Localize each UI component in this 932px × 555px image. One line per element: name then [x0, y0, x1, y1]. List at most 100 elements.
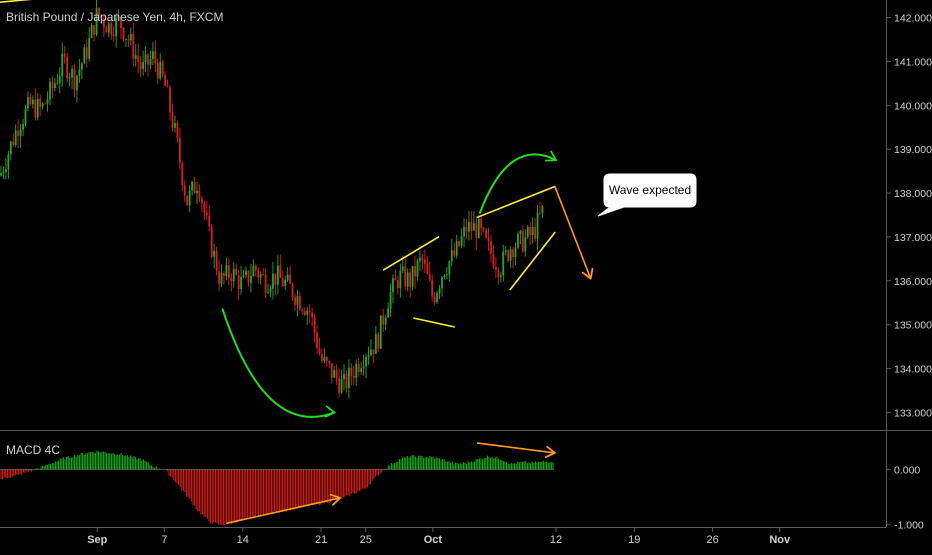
candle	[213, 243, 216, 269]
candle	[39, 94, 42, 117]
candle	[379, 315, 382, 350]
candle	[438, 284, 441, 300]
candle	[465, 218, 468, 239]
candle	[269, 284, 272, 297]
projection-line	[554, 185, 592, 280]
candle	[210, 223, 213, 259]
candle	[44, 102, 46, 105]
candle	[448, 260, 451, 282]
candle	[419, 250, 421, 271]
candle	[463, 218, 465, 248]
candle	[436, 291, 438, 304]
price-tick-label: 135.000	[894, 320, 932, 332]
candle	[105, 25, 108, 33]
candle	[63, 45, 66, 64]
channel-line	[413, 317, 455, 328]
candle	[477, 215, 480, 239]
macd-divergence-line	[226, 497, 341, 524]
candle	[539, 201, 541, 216]
candle	[7, 150, 10, 179]
candle	[110, 17, 113, 40]
candle	[259, 271, 262, 285]
candle	[289, 265, 291, 285]
candle	[88, 27, 91, 62]
candle	[49, 77, 51, 106]
candle	[232, 262, 235, 288]
candle	[247, 270, 250, 287]
candle	[250, 264, 252, 293]
candle	[181, 160, 184, 192]
time-tick-label: 26	[706, 534, 718, 546]
arrow-head	[544, 445, 556, 458]
candle	[267, 284, 269, 294]
candle	[66, 52, 69, 83]
candle	[311, 307, 314, 327]
candle	[129, 27, 132, 46]
candle	[338, 368, 340, 398]
candle	[460, 228, 463, 249]
candle	[19, 124, 22, 148]
candle	[340, 369, 343, 394]
candle	[29, 93, 32, 107]
price-axis[interactable]: 133.000 134.000 135.000 136.000 137.000 138.0…	[886, 13, 932, 420]
candle	[46, 91, 49, 112]
candle	[519, 229, 522, 245]
chart-title: British Pound / Japanese Yen, 4h, FXCM	[6, 10, 223, 24]
candle	[61, 42, 64, 87]
arrow-head	[329, 493, 341, 506]
candle	[286, 267, 289, 283]
candle	[14, 124, 17, 148]
candle	[208, 205, 211, 232]
time-tick-label: 14	[237, 534, 249, 546]
candle	[504, 245, 507, 256]
time-axis[interactable]: Sep 7 14 21 25 Oct 12 19 26 Nov	[87, 527, 791, 546]
candle	[12, 133, 15, 148]
candle	[414, 255, 416, 289]
arrow-head	[324, 405, 336, 418]
macd-pane[interactable]	[0, 450, 554, 526]
candle	[142, 50, 144, 76]
candle	[36, 93, 39, 121]
candle	[335, 364, 338, 385]
callout-bubble	[597, 173, 697, 217]
candle	[524, 229, 527, 257]
candle	[139, 55, 142, 78]
candle	[166, 79, 169, 88]
candle	[487, 227, 490, 252]
candle	[107, 22, 110, 38]
candle	[325, 355, 328, 367]
candle	[205, 200, 208, 221]
candle	[541, 205, 544, 218]
candle	[284, 275, 287, 290]
candle	[264, 268, 267, 299]
candle	[169, 84, 171, 121]
candle	[103, 14, 105, 38]
candle	[24, 105, 27, 127]
candle	[531, 217, 534, 244]
candle	[279, 254, 282, 279]
candle	[328, 360, 331, 369]
price-tick-label: 138.000	[894, 188, 932, 200]
price-tick-label: 136.000	[894, 276, 932, 288]
candle	[428, 261, 431, 282]
candle	[58, 66, 61, 94]
wave-expected-callout[interactable]: Wave expected	[597, 173, 697, 217]
candle	[132, 22, 135, 67]
price-tick-label: 134.000	[894, 364, 932, 376]
candle	[100, 14, 103, 23]
candle	[186, 195, 189, 206]
candle	[536, 205, 539, 251]
candle	[387, 302, 389, 318]
macd-axis[interactable]: 0.000 -1.000	[886, 464, 924, 531]
time-tick-label: Sep	[87, 534, 107, 546]
candle	[252, 259, 255, 277]
candle	[122, 27, 125, 42]
candle	[333, 365, 336, 378]
time-tick-label: 19	[628, 534, 640, 546]
price-pane[interactable]	[0, 0, 544, 399]
candle	[421, 253, 424, 270]
candle	[362, 354, 365, 376]
candle	[485, 228, 487, 239]
